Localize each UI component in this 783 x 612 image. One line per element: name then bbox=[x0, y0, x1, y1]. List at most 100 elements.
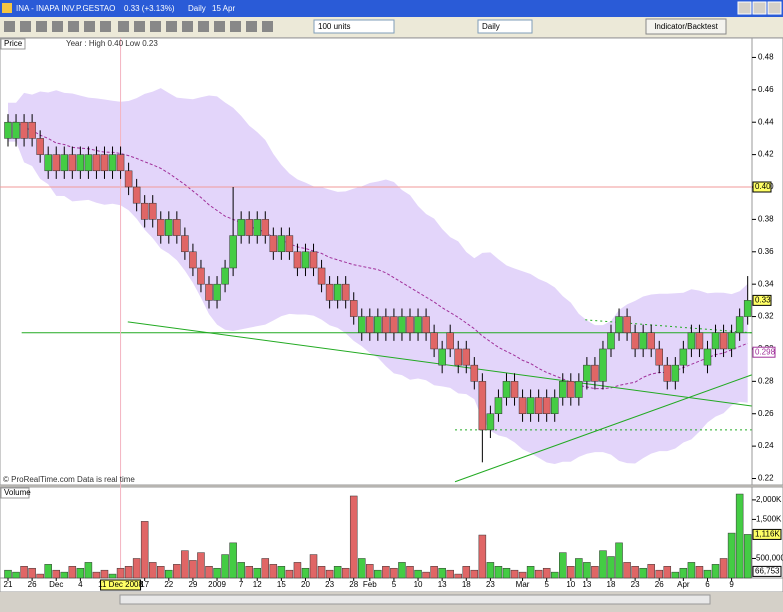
candle-body bbox=[719, 332, 728, 350]
scrollbar[interactable] bbox=[119, 594, 711, 605]
volume-panel bbox=[0, 486, 753, 579]
volume-panel-title: Volume bbox=[4, 488, 31, 497]
tool[interactable] bbox=[84, 21, 95, 32]
tool[interactable] bbox=[246, 21, 257, 32]
candle-body bbox=[583, 364, 591, 382]
candle-body bbox=[639, 332, 647, 350]
volume-bar bbox=[358, 558, 366, 579]
candle-body bbox=[358, 316, 366, 334]
tool[interactable] bbox=[4, 21, 15, 32]
volume-bar bbox=[655, 569, 663, 579]
volume-bar bbox=[583, 562, 591, 579]
crosshair-y-box bbox=[752, 181, 772, 193]
volume-bar bbox=[12, 571, 20, 579]
tool[interactable] bbox=[118, 21, 129, 32]
y-tick-label: 0.48 bbox=[758, 53, 774, 62]
candle-body bbox=[414, 316, 422, 334]
price-label-box bbox=[0, 38, 26, 50]
x-tick-label: 20 bbox=[301, 580, 310, 589]
tool[interactable] bbox=[166, 21, 177, 32]
units-select[interactable] bbox=[313, 19, 395, 34]
volume-bar bbox=[317, 566, 326, 579]
volume-bar bbox=[269, 564, 278, 579]
volume-bar bbox=[671, 571, 680, 579]
candle-body bbox=[76, 154, 85, 172]
candle-body bbox=[132, 186, 141, 204]
volume-bar bbox=[349, 495, 358, 579]
y-tick-label: 0.42 bbox=[758, 150, 774, 159]
indicator-button[interactable] bbox=[645, 18, 727, 35]
x-tick-label: 23 bbox=[325, 580, 334, 589]
volume-label-box bbox=[0, 487, 30, 499]
y-tick-label: 0.46 bbox=[758, 85, 774, 94]
candle-body bbox=[253, 219, 261, 236]
candle-body bbox=[382, 316, 390, 334]
tool-icons bbox=[4, 21, 273, 32]
units-text: 100 units bbox=[318, 22, 350, 31]
candle-body bbox=[197, 267, 205, 285]
date: 15 Apr bbox=[212, 4, 235, 13]
volume-bar bbox=[205, 566, 213, 579]
maximize-button[interactable] bbox=[752, 1, 767, 15]
ma-value: 0.298 bbox=[755, 347, 776, 356]
volume-bar bbox=[68, 566, 77, 579]
tool[interactable] bbox=[52, 21, 63, 32]
volume-bar bbox=[341, 567, 350, 579]
y-tick-label: 0.22 bbox=[758, 474, 774, 483]
x-tick-label: 28 bbox=[349, 580, 358, 589]
candle-body bbox=[695, 332, 704, 350]
tool[interactable] bbox=[198, 21, 209, 32]
candle-body bbox=[390, 316, 398, 334]
candle-body bbox=[671, 364, 680, 382]
volume-bar bbox=[695, 566, 704, 579]
close-button[interactable] bbox=[767, 1, 782, 15]
x-tick-label: 23 bbox=[486, 580, 495, 589]
x-tick-label: Dec bbox=[49, 580, 63, 589]
tool[interactable] bbox=[100, 21, 111, 32]
volume-bar bbox=[687, 562, 696, 579]
candle-body bbox=[623, 316, 631, 334]
volume-bar bbox=[462, 566, 471, 579]
volume-bar bbox=[679, 567, 688, 579]
tool[interactable] bbox=[214, 21, 225, 32]
x-tick-label: 22 bbox=[164, 580, 173, 589]
tool[interactable] bbox=[20, 21, 31, 32]
volume-bar bbox=[148, 562, 157, 579]
tool[interactable] bbox=[36, 21, 47, 32]
x-tick-label: 23 bbox=[631, 580, 640, 589]
candle-body bbox=[12, 121, 20, 139]
volume-bar bbox=[261, 558, 270, 579]
volume-bar bbox=[446, 569, 454, 579]
volume-bar bbox=[36, 573, 44, 579]
crosshair-x-box bbox=[100, 579, 142, 591]
y-tick-label: 0.36 bbox=[758, 247, 774, 256]
volume-bar bbox=[253, 567, 261, 579]
candle-body bbox=[20, 121, 28, 139]
x-tick-label: 5 bbox=[544, 580, 549, 589]
x-tick-label: 18 bbox=[462, 580, 471, 589]
volume-bar bbox=[502, 567, 511, 579]
last-price-box bbox=[752, 294, 772, 306]
tool[interactable] bbox=[182, 21, 193, 32]
tool[interactable] bbox=[150, 21, 161, 32]
tool[interactable] bbox=[230, 21, 241, 32]
tool[interactable] bbox=[68, 21, 79, 32]
candle-body bbox=[567, 381, 575, 398]
volume-bar bbox=[526, 566, 535, 579]
candle-body bbox=[494, 397, 503, 414]
candle-body bbox=[333, 283, 342, 301]
candle-body bbox=[446, 332, 454, 350]
candle-body bbox=[470, 364, 479, 382]
tool[interactable] bbox=[262, 21, 273, 32]
last-volume-label: 1,116K bbox=[755, 530, 780, 539]
candle-body bbox=[510, 381, 519, 398]
minimize-button[interactable] bbox=[737, 1, 752, 15]
candle-body bbox=[559, 381, 567, 398]
tool[interactable] bbox=[134, 21, 145, 32]
candle-body bbox=[4, 121, 12, 139]
candle-body bbox=[92, 154, 101, 172]
candle-body bbox=[454, 348, 462, 366]
y-tick-label: 500,000 bbox=[756, 554, 783, 563]
timeframe-select[interactable] bbox=[477, 19, 533, 34]
candle-body bbox=[317, 267, 326, 285]
